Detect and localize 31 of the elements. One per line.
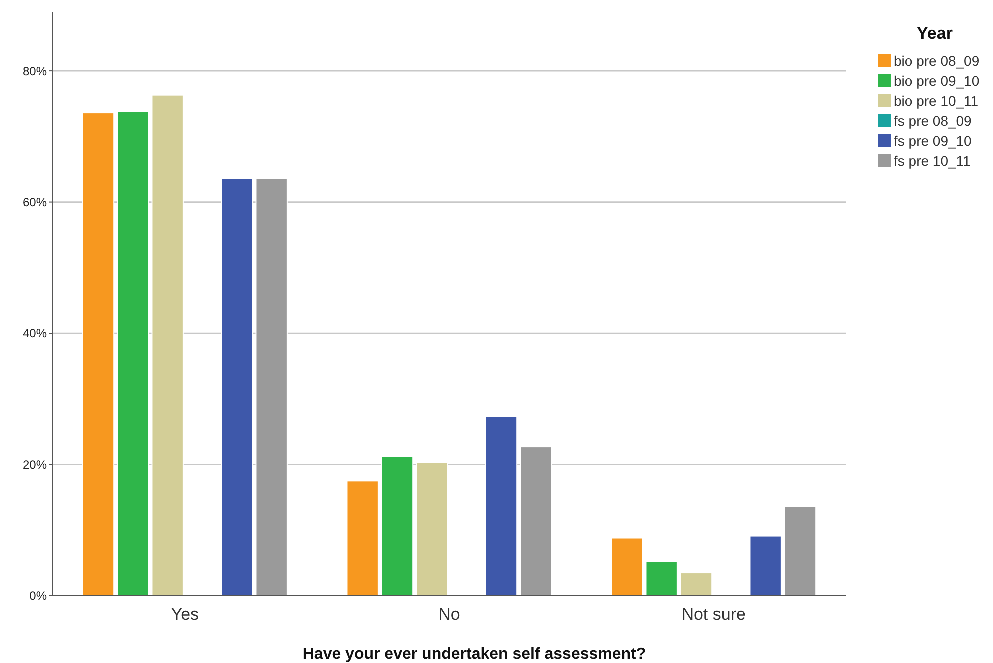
bar xyxy=(784,506,817,596)
bar xyxy=(416,462,448,596)
bar xyxy=(346,480,379,596)
bar xyxy=(485,416,518,596)
y-tick-label: 20% xyxy=(22,458,48,472)
x-axis-title: Have your ever undertaken self assessment? xyxy=(302,646,646,663)
x-tick-label: Yes xyxy=(171,605,200,624)
legend-label: fs pre 08_09 xyxy=(894,112,972,129)
y-tick-label: 0% xyxy=(30,589,48,604)
bar xyxy=(152,94,184,596)
bar xyxy=(221,178,254,596)
bar xyxy=(646,561,678,596)
x-tick-label: Not sure xyxy=(682,605,746,624)
bar xyxy=(117,111,150,596)
bar xyxy=(256,178,288,596)
legend-title: Year xyxy=(917,24,954,43)
legend-label: bio pre 10_11 xyxy=(894,92,979,109)
legend-label: bio pre 09_10 xyxy=(894,72,980,89)
bar xyxy=(611,538,644,596)
y-tick-label: 80% xyxy=(22,64,48,78)
bar xyxy=(520,446,552,596)
y-tick-label: 40% xyxy=(22,326,48,341)
bar xyxy=(750,536,782,596)
y-tick-label: 60% xyxy=(22,195,48,210)
bar xyxy=(381,456,414,596)
legend-label: fs pre 10_11 xyxy=(894,152,972,169)
bar xyxy=(680,572,713,596)
legend-label: fs pre 09_10 xyxy=(894,132,972,149)
x-tick-label: No xyxy=(438,605,460,624)
legend-label: bio pre 08_09 xyxy=(894,52,980,69)
bar xyxy=(82,112,115,596)
